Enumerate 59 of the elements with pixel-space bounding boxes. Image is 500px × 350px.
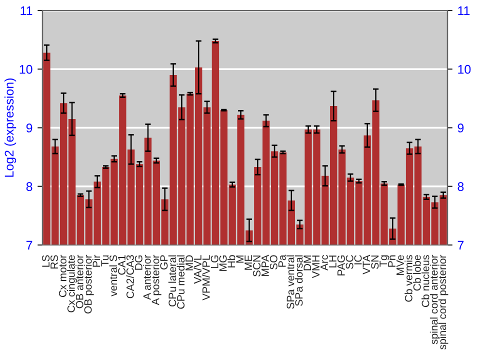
y2-tick-label: 7 xyxy=(458,240,464,250)
x-tick-label: Pn xyxy=(388,255,396,267)
x-tick-label: ventral S xyxy=(109,255,118,296)
x-tick-label: A anterior xyxy=(143,254,151,300)
x-tick-label: IC xyxy=(354,255,362,264)
y-tick-label: 10 xyxy=(20,64,32,74)
x-tick-label: LH xyxy=(329,256,336,268)
x-tick-label: Arc xyxy=(320,255,328,271)
x-tick-label: VTA xyxy=(362,254,370,274)
x-tick-label: LG xyxy=(210,256,218,268)
x-tick-label: SO xyxy=(270,255,278,270)
x-tick-label: MG xyxy=(219,256,227,271)
x-tick-label: Pir xyxy=(92,254,100,267)
x-tick-label: Tg xyxy=(380,255,390,267)
x-tick-label: spinal cord anterior xyxy=(430,254,440,344)
x-tick-label: SN xyxy=(371,256,379,269)
x-tick-label: PAG xyxy=(337,256,345,276)
x-tick-label: Cx motor xyxy=(58,254,66,297)
y-tick-label: 11 xyxy=(20,6,32,16)
x-tick-label: CA2/CA3 xyxy=(126,255,134,298)
x-tick-label: GP xyxy=(160,255,168,270)
x-tick-label: CA1 xyxy=(118,255,126,275)
y-tick-label: 7 xyxy=(26,240,32,250)
y-axis-title: Log2 (expression) xyxy=(4,78,16,177)
x-tick-label: SCN xyxy=(253,256,260,277)
x-tick-label: OB posterior xyxy=(84,254,94,314)
x-tick-label: spinal cord posterior xyxy=(438,254,448,350)
x-tick-label: Cb vermis xyxy=(404,255,412,302)
x-tick-label: Tu xyxy=(101,255,109,266)
x-tick-label: CPu lateral xyxy=(168,255,176,306)
y2-tick-label: 11 xyxy=(458,6,470,16)
y2-tick-label: 10 xyxy=(458,64,471,74)
x-tick-label: DM xyxy=(304,256,312,270)
x-tick-label: VA/VL xyxy=(194,255,202,284)
x-tick-label: SPa ventral xyxy=(286,255,294,309)
x-tick-label: LS xyxy=(42,255,50,267)
x-tick-label: SPa dorsal xyxy=(294,255,303,306)
x-tick-label: ME xyxy=(244,255,252,270)
x-tick-label: Cx cingulate xyxy=(67,255,77,312)
y-tick-label: 9 xyxy=(26,124,32,132)
x-tick-label: RS xyxy=(50,255,58,269)
y2-tick-label: 8 xyxy=(458,182,464,192)
x-tick-label: M xyxy=(236,256,244,263)
x-tick-label: A posterior xyxy=(151,254,162,306)
x-tick-label: OB anterior xyxy=(76,254,84,308)
x-tick-label: VMH xyxy=(312,256,320,278)
x-tick-label: VPM/VPL xyxy=(202,255,210,300)
x-tick-label: Hb xyxy=(227,255,236,268)
y-tick-label: 8 xyxy=(26,182,32,192)
x-tick-label: MPA xyxy=(262,254,269,276)
x-tick-label: SC xyxy=(346,255,354,269)
x-tick-label: MD xyxy=(186,255,193,270)
x-tick-label: DG xyxy=(134,256,142,270)
x-tick-label: Cb nucleus xyxy=(421,255,430,307)
y2-tick-label: 9 xyxy=(458,124,464,132)
x-tick-label: MVe xyxy=(396,255,404,275)
x-tick-label: Cb lobe xyxy=(413,255,421,291)
x-tick-label: CPu medial xyxy=(176,255,185,309)
x-tick-label: Pa xyxy=(278,254,286,267)
